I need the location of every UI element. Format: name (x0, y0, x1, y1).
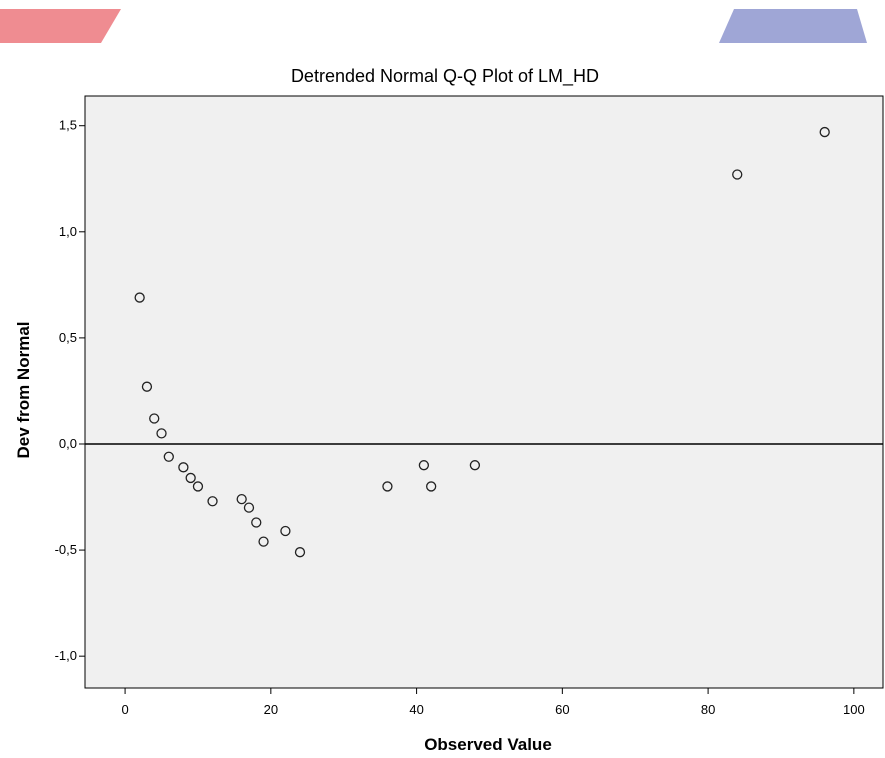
data-point (469, 460, 481, 471)
chart-title: Detrended Normal Q-Q Plot of LM_HD (291, 66, 599, 87)
data-point (258, 536, 269, 547)
y-tick-label: -1,0 (55, 648, 77, 663)
data-point (134, 292, 145, 303)
y-axis: -1,0 -0,5 0,0 0,5 1,0 1,5 (55, 118, 85, 663)
data-point (294, 547, 306, 558)
x-tick-label: 60 (555, 702, 569, 717)
data-point (819, 126, 830, 138)
y-tick-label: 0,0 (59, 436, 77, 451)
data-point (243, 502, 255, 513)
data-points (134, 126, 830, 558)
y-tick-label: 1,0 (59, 224, 77, 239)
data-point (178, 462, 189, 473)
x-tick-label: 40 (409, 702, 423, 717)
data-point (418, 460, 430, 471)
x-axis-label: Observed Value (424, 735, 552, 754)
x-axis: 0 20 40 60 80 100 (121, 688, 865, 717)
plot-area (84, 95, 884, 689)
data-point (732, 169, 743, 180)
right-header-tab (719, 9, 867, 43)
y-tick-label: 0,5 (59, 330, 77, 345)
x-tick-label: 0 (121, 702, 128, 717)
x-tick-label: 20 (264, 702, 278, 717)
data-point (156, 428, 167, 439)
x-tick-label: 100 (843, 702, 865, 717)
data-point (192, 481, 204, 492)
data-point (382, 481, 393, 492)
y-tick-label: 1,5 (59, 118, 77, 133)
data-point (236, 494, 247, 505)
left-header-tab (0, 9, 121, 43)
data-point (185, 472, 196, 484)
data-point (207, 496, 218, 507)
y-tick-label: -0,5 (55, 542, 77, 557)
y-axis-label: Dev from Normal (14, 322, 33, 459)
x-tick-label: 80 (701, 702, 715, 717)
data-point (163, 451, 174, 462)
data-point (426, 481, 437, 492)
data-point (280, 525, 291, 537)
data-point (141, 381, 153, 392)
data-point (149, 413, 160, 424)
data-point (251, 517, 262, 528)
